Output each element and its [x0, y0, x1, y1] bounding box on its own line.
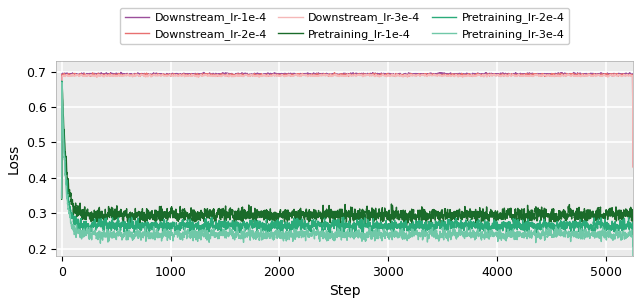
Downstream_lr-2e-4: [629, 165, 637, 168]
Downstream_lr-2e-4: [227, 73, 234, 77]
Downstream_lr-2e-4: [58, 196, 65, 199]
Pretraining_lr-2e-4: [187, 228, 195, 232]
Line: Pretraining_lr-3e-4: Pretraining_lr-3e-4: [61, 82, 633, 258]
Downstream_lr-3e-4: [393, 72, 401, 76]
Y-axis label: Loss: Loss: [7, 143, 21, 174]
Downstream_lr-2e-4: [440, 73, 447, 77]
Pretraining_lr-1e-4: [629, 234, 637, 238]
Downstream_lr-2e-4: [331, 71, 339, 74]
Legend: Downstream_lr-1e-4, Downstream_lr-2e-4, Downstream_lr-3e-4, Pretraining_lr-1e-4,: Downstream_lr-1e-4, Downstream_lr-2e-4, …: [120, 8, 569, 45]
Pretraining_lr-3e-4: [227, 232, 235, 236]
Downstream_lr-2e-4: [493, 73, 501, 77]
Pretraining_lr-3e-4: [58, 196, 65, 200]
Line: Downstream_lr-1e-4: Downstream_lr-1e-4: [61, 72, 633, 197]
Downstream_lr-1e-4: [187, 73, 195, 77]
Downstream_lr-1e-4: [493, 72, 501, 76]
Downstream_lr-1e-4: [440, 72, 447, 76]
Line: Downstream_lr-3e-4: Downstream_lr-3e-4: [61, 74, 633, 198]
Pretraining_lr-3e-4: [171, 231, 179, 235]
Downstream_lr-1e-4: [58, 195, 65, 199]
Downstream_lr-1e-4: [378, 72, 386, 76]
Pretraining_lr-1e-4: [187, 212, 195, 216]
Downstream_lr-2e-4: [378, 73, 386, 77]
Pretraining_lr-3e-4: [629, 256, 637, 260]
Downstream_lr-3e-4: [378, 74, 385, 77]
Downstream_lr-2e-4: [187, 73, 195, 76]
Pretraining_lr-3e-4: [378, 238, 386, 241]
Pretraining_lr-2e-4: [58, 196, 65, 199]
Pretraining_lr-2e-4: [629, 244, 637, 248]
Downstream_lr-3e-4: [187, 74, 195, 78]
Downstream_lr-3e-4: [629, 166, 637, 169]
Line: Pretraining_lr-2e-4: Pretraining_lr-2e-4: [61, 81, 633, 246]
Pretraining_lr-1e-4: [493, 213, 501, 217]
Pretraining_lr-3e-4: [187, 231, 195, 235]
Pretraining_lr-2e-4: [378, 224, 386, 227]
Pretraining_lr-1e-4: [58, 81, 66, 84]
Downstream_lr-3e-4: [171, 74, 179, 77]
Downstream_lr-1e-4: [117, 70, 125, 74]
Downstream_lr-3e-4: [58, 196, 65, 200]
Downstream_lr-3e-4: [493, 74, 501, 77]
Downstream_lr-2e-4: [171, 73, 179, 77]
Pretraining_lr-1e-4: [440, 223, 447, 226]
Pretraining_lr-2e-4: [440, 227, 447, 230]
Pretraining_lr-1e-4: [378, 211, 386, 215]
Pretraining_lr-3e-4: [58, 81, 66, 84]
Downstream_lr-1e-4: [629, 164, 637, 168]
Downstream_lr-1e-4: [227, 73, 235, 77]
Pretraining_lr-3e-4: [440, 231, 447, 235]
X-axis label: Step: Step: [329, 284, 360, 298]
Downstream_lr-1e-4: [171, 72, 179, 76]
Pretraining_lr-1e-4: [227, 213, 235, 217]
Pretraining_lr-1e-4: [58, 197, 65, 201]
Pretraining_lr-2e-4: [493, 221, 501, 225]
Line: Downstream_lr-2e-4: Downstream_lr-2e-4: [61, 73, 633, 197]
Pretraining_lr-2e-4: [58, 79, 66, 83]
Pretraining_lr-3e-4: [493, 232, 501, 236]
Pretraining_lr-2e-4: [227, 221, 235, 225]
Pretraining_lr-1e-4: [171, 212, 179, 215]
Pretraining_lr-2e-4: [171, 227, 179, 231]
Downstream_lr-3e-4: [227, 73, 234, 77]
Line: Pretraining_lr-1e-4: Pretraining_lr-1e-4: [61, 83, 633, 236]
Downstream_lr-3e-4: [440, 74, 447, 77]
